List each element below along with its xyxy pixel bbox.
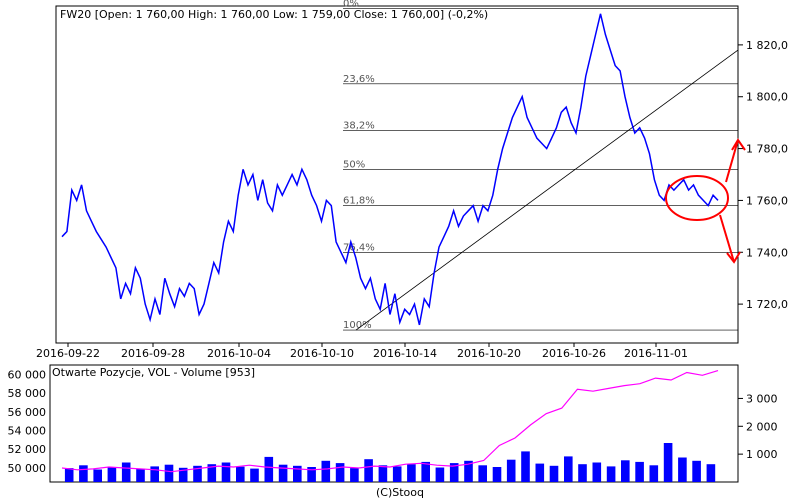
volume-bar (307, 467, 316, 482)
volume-bar (578, 464, 587, 482)
volume-bar (93, 469, 102, 482)
volume-bar (107, 467, 117, 482)
price-series-line (61, 13, 719, 326)
volume-bar (364, 459, 373, 482)
volume-bar (464, 460, 473, 482)
open-interest-tick-label: 54 000 (8, 425, 47, 438)
volume-bar (521, 451, 530, 482)
volume-bar (506, 459, 516, 482)
volume-panel-frame (49, 364, 739, 483)
volume-panel-header: Otwarte Pozycje, VOL - Volume [953] (52, 366, 255, 379)
volume-bar (621, 460, 630, 482)
volume-bar (535, 463, 545, 482)
volume-tick-label: 2 000 (746, 420, 778, 433)
volume-bar (236, 466, 245, 482)
volume-bar (378, 465, 388, 482)
volume-bar (421, 461, 430, 482)
trendline (355, 49, 739, 331)
date-x-tick-label: 2016-11-01 (624, 347, 688, 360)
volume-bar (79, 465, 88, 482)
volume-bar (663, 443, 673, 482)
volume-bar (264, 456, 274, 482)
price-panel-frame (55, 5, 739, 344)
volume-tick-label: 3 000 (746, 392, 778, 405)
date-x-tick-label: 2016-10-20 (457, 347, 521, 360)
open-interest-y-axis: 50 000 52 000 54 000 56 000 58 000 60 000 (8, 368, 47, 475)
fib-level-label: 100% (343, 320, 372, 331)
open-interest-tick-label: 56 000 (8, 406, 47, 419)
volume-bar (635, 461, 644, 482)
volume-bar (207, 464, 217, 482)
volume-bar (178, 467, 188, 482)
price-y-tick-label: 1 820,0 (746, 39, 788, 52)
volume-bar (164, 464, 174, 482)
red-circle-annotation (665, 175, 729, 221)
price-y-tick-label: 1 720,0 (746, 298, 788, 311)
red-up-arrow-shaft (725, 139, 739, 183)
date-x-tick-label: 2016-10-10 (290, 347, 354, 360)
date-x-axis: 2016-09-22 2016-09-28 2016-10-04 2016-10-10… (36, 343, 688, 360)
red-up-arrow-head (731, 138, 746, 151)
volume-bar (549, 465, 559, 482)
price-panel-header: FW20 [Open: 1 760,00 High: 1 760,00 Low:… (60, 8, 488, 21)
price-y-tick-label: 1 740,0 (746, 246, 788, 259)
volume-y-axis: 1 000 2 000 3 000 (738, 392, 778, 461)
red-down-arrow-shaft (719, 214, 735, 263)
volume-bar (492, 467, 502, 482)
open-interest-tick-label: 58 000 (8, 387, 47, 400)
volume-bar (592, 462, 602, 482)
volume-bar (335, 463, 345, 482)
price-y-tick-label: 1 800,0 (746, 91, 788, 104)
volume-bar (193, 465, 202, 482)
volume-bar (221, 462, 231, 482)
open-interest-tick-label: 50 000 (8, 462, 47, 475)
volume-bar (136, 468, 145, 482)
date-x-tick-label: 2016-10-14 (373, 347, 437, 360)
date-x-tick-label: 2016-10-04 (207, 347, 271, 360)
price-y-axis: 1 720,0 1 740,0 1 760,0 1 780,0 1 800,0 1 820… (738, 39, 788, 311)
fib-level-label: 61,8% (343, 196, 375, 207)
volume-bar (64, 468, 74, 482)
volume-bar (293, 465, 302, 482)
price-panel: FW20 [Open: 1 760,00 High: 1 760,00 Low:… (36, 0, 788, 360)
volume-bar (478, 465, 487, 482)
fib-level-label: 38,2% (343, 120, 375, 131)
date-x-tick-label: 2016-09-28 (121, 347, 185, 360)
volume-bar (321, 460, 331, 482)
volume-bars (64, 443, 716, 482)
volume-bar (449, 463, 459, 482)
volume-panel: Otwarte Pozycje, VOL - Volume [953] 50 0… (8, 364, 778, 483)
volume-bar (692, 460, 701, 482)
volume-bar (121, 462, 131, 482)
volume-bar (407, 464, 416, 482)
volume-bar (392, 466, 402, 482)
date-x-tick-label: 2016-10-26 (542, 347, 606, 360)
volume-bar (649, 465, 659, 482)
volume-bar (706, 464, 716, 482)
stooq-credit: (C)Stooq (376, 486, 424, 499)
fib-level-label: 23,6% (343, 74, 375, 85)
price-y-tick-label: 1 760,0 (746, 194, 788, 207)
red-annotation (665, 138, 746, 264)
volume-bar (350, 468, 359, 482)
volume-bar (435, 467, 445, 482)
price-y-tick-label: 1 780,0 (746, 143, 788, 156)
red-down-arrow-head (726, 251, 741, 264)
volume-tick-label: 1 000 (746, 448, 778, 461)
volume-bar (678, 457, 687, 482)
volume-bar (564, 456, 573, 482)
volume-bar (250, 468, 259, 482)
volume-bar (606, 466, 616, 482)
open-interest-line (61, 370, 719, 473)
date-x-tick-label: 2016-09-22 (36, 347, 100, 360)
fib-level-label: 76,4% (343, 242, 375, 253)
open-interest-tick-label: 60 000 (8, 368, 47, 381)
fibonacci-levels: 0% 23,6% 38,2% 50% 61,8% 76,4% 100% (343, 0, 738, 331)
fib-level-label: 0% (343, 0, 359, 10)
fib-level-label: 50% (343, 159, 365, 170)
volume-bar (150, 466, 159, 482)
volume-bar (278, 464, 288, 482)
open-interest-tick-label: 52 000 (8, 443, 47, 456)
